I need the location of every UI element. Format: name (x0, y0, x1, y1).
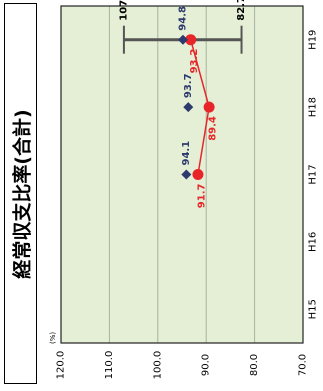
data-label: 94.1 (181, 141, 192, 166)
value-tick-label: 80.0 (249, 354, 260, 376)
category-label: H18 (308, 97, 319, 117)
data-label: 93.2 (189, 49, 200, 74)
category-label: H15 (308, 299, 319, 319)
value-tick-label: 100.0 (152, 351, 163, 380)
data-label: 93.7 (183, 73, 194, 98)
data-point-circle (185, 34, 197, 46)
range-min-label: 82.7 (236, 0, 247, 21)
plot-border (60, 5, 304, 344)
data-point-diamond (177, 34, 188, 45)
data-point-diamond (183, 102, 194, 113)
data-label: 91.7 (196, 183, 207, 208)
data-point-circle (192, 169, 204, 180)
value-tick-label: 70.0 (298, 354, 309, 376)
unit-label: (%) (49, 332, 57, 344)
category-label: H19 (308, 30, 319, 50)
value-tick-label: 110.0 (104, 351, 115, 380)
data-point-circle (203, 101, 215, 113)
chart-title-box: 経常収支比率(合計) (4, 3, 37, 384)
data-label: 94.8 (177, 6, 188, 31)
category-label: H16 (308, 232, 319, 252)
range-max-label: 107.0 (118, 0, 129, 21)
category-label: H17 (308, 164, 319, 184)
data-label: 89.4 (208, 116, 219, 141)
data-point-diamond (181, 169, 192, 180)
value-tick-label: 120.0 (56, 351, 67, 380)
value-tick-label: 90.0 (201, 354, 212, 376)
